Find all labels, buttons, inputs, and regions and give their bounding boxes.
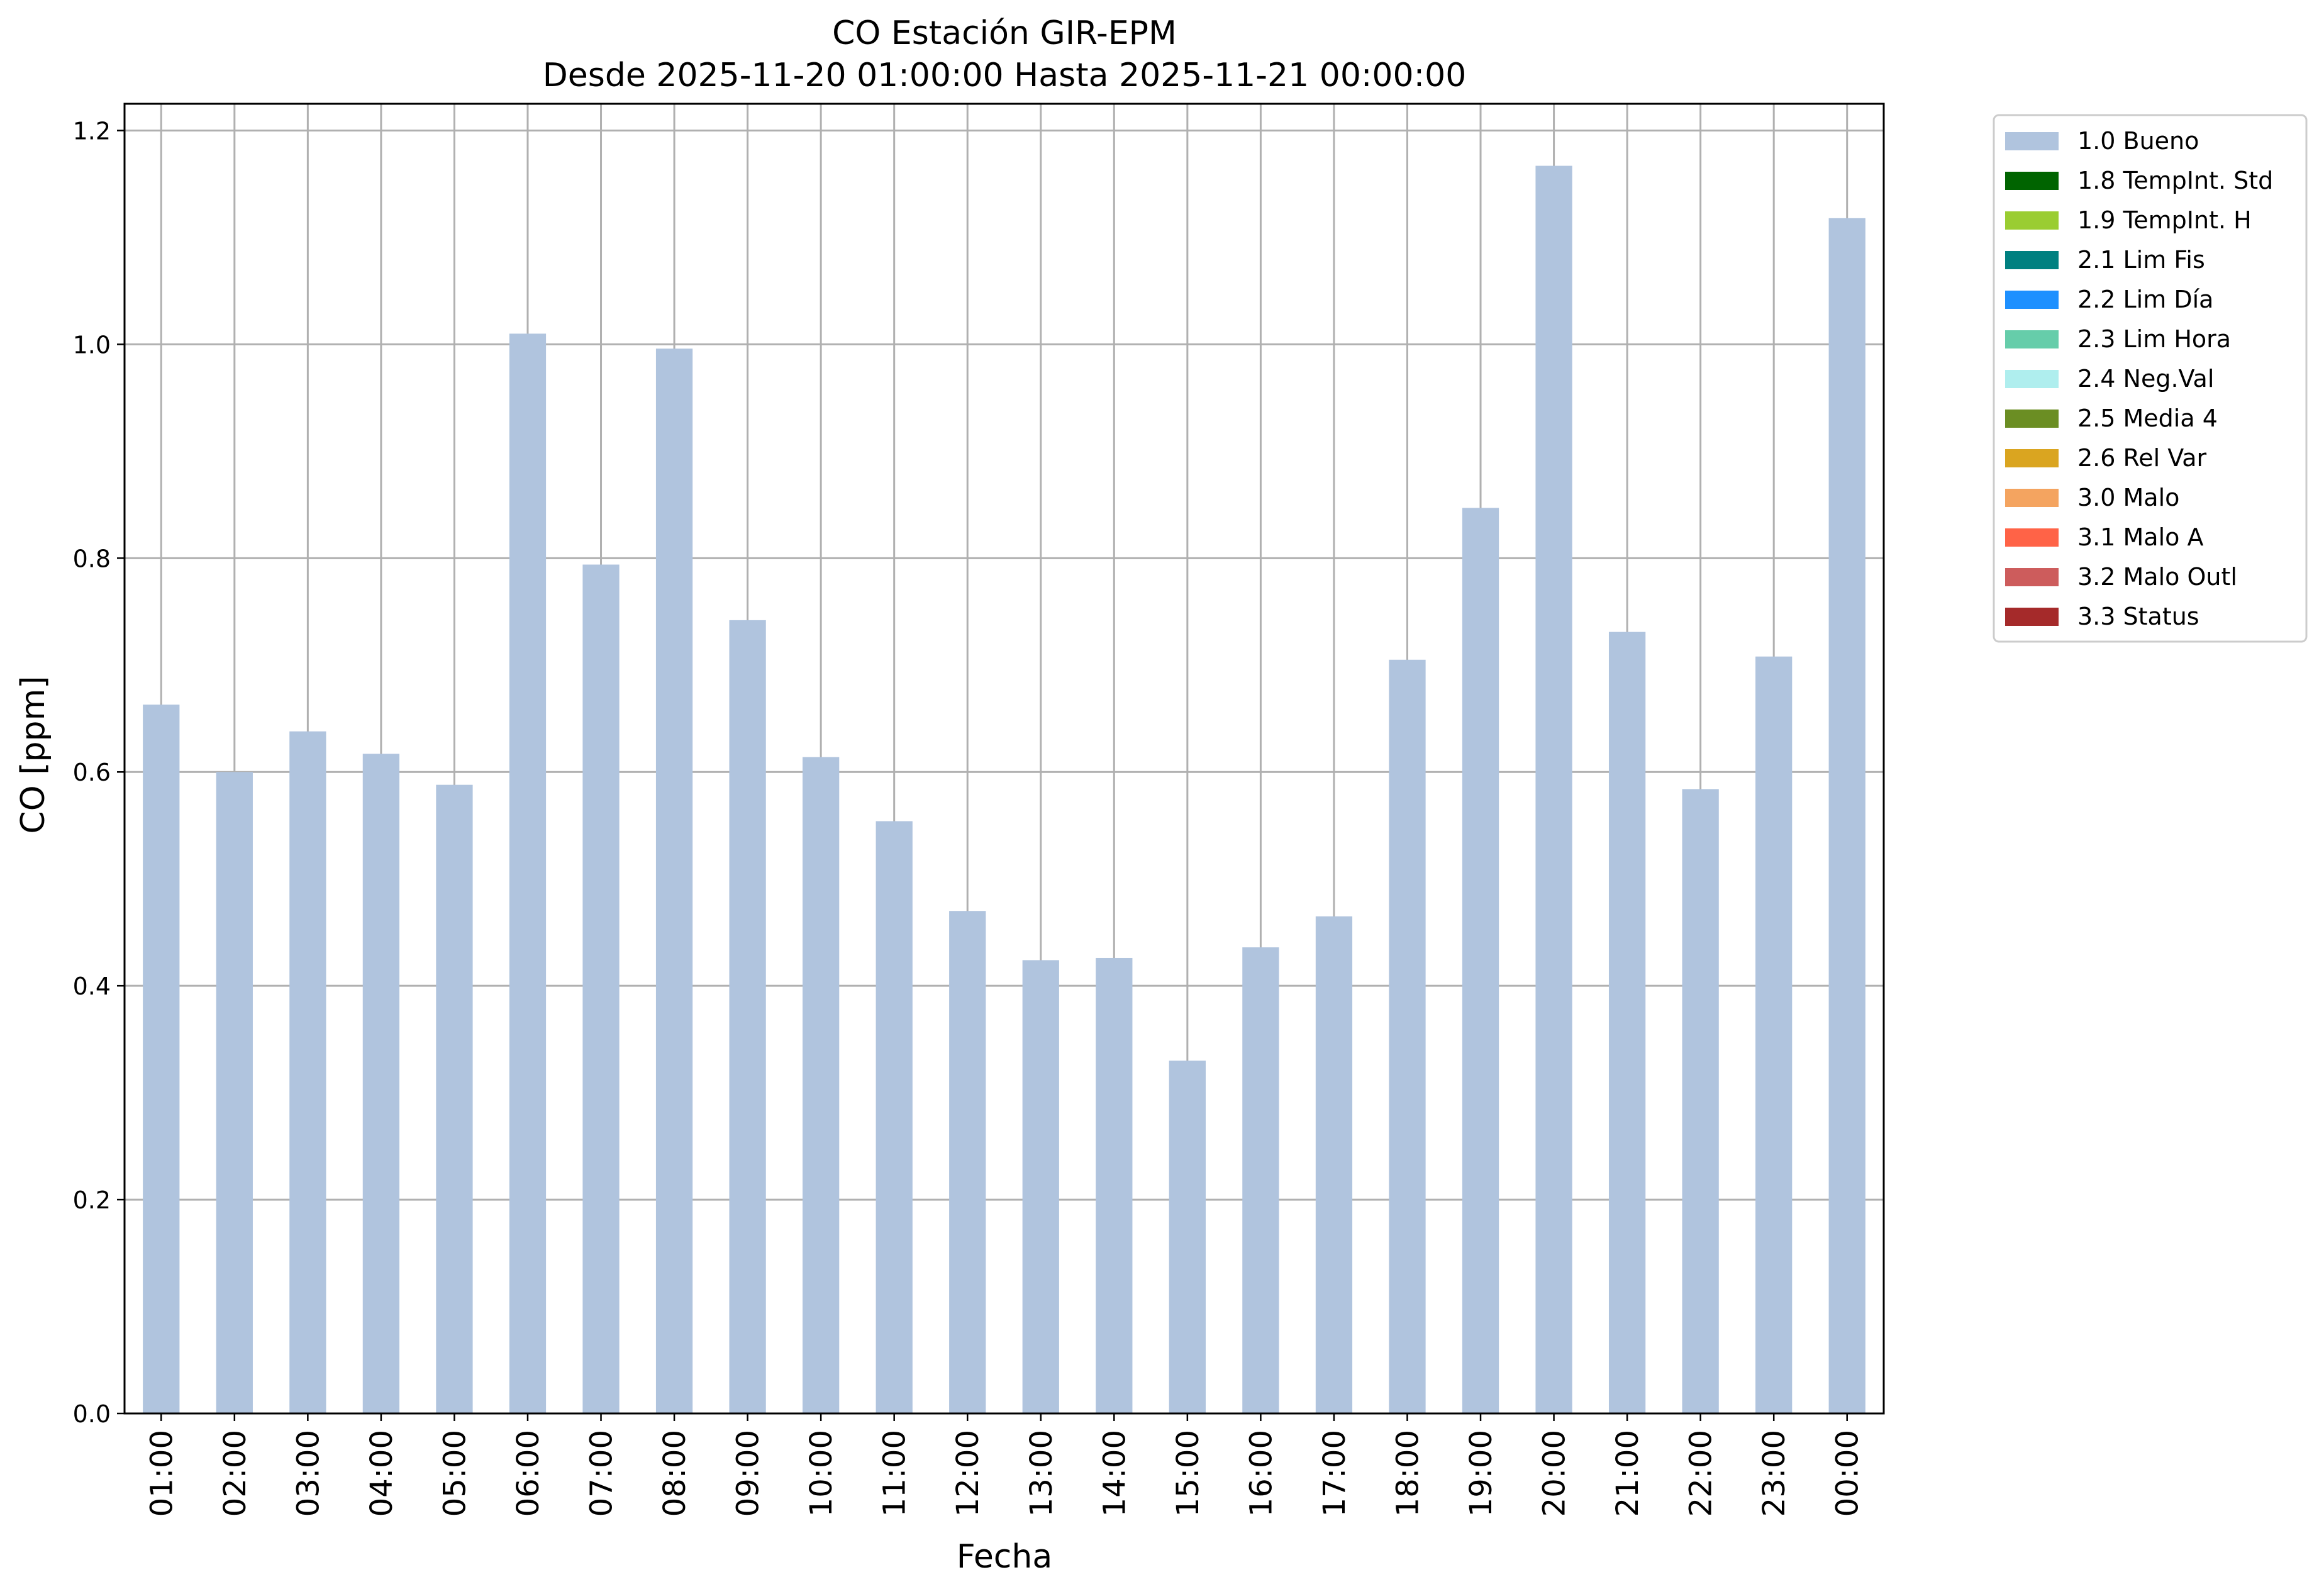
x-tick-label: 20:00 — [1537, 1430, 1572, 1517]
y-tick-label: 0.6 — [73, 759, 111, 786]
legend-label: 2.3 Lim Hora — [2077, 325, 2231, 353]
bar-1300 — [1022, 960, 1059, 1413]
legend-label: 2.2 Lim Día — [2077, 286, 2213, 313]
y-tick-label: 1.0 — [73, 331, 111, 359]
bar-0800 — [655, 348, 693, 1413]
x-tick-label: 00:00 — [1830, 1430, 1865, 1517]
bar-0200 — [216, 772, 253, 1413]
x-tick-label: 10:00 — [804, 1430, 839, 1517]
legend-label: 1.8 TempInt. Std — [2077, 167, 2273, 194]
legend-label: 2.1 Lim Fis — [2077, 246, 2205, 274]
bar-0500 — [436, 784, 473, 1413]
bar-1200 — [949, 911, 986, 1413]
x-tick-label: 14:00 — [1097, 1430, 1132, 1517]
legend-label: 2.6 Rel Var — [2077, 444, 2207, 472]
x-tick-label: 03:00 — [291, 1430, 326, 1517]
bar-1800 — [1389, 659, 1426, 1413]
bar-0300 — [289, 731, 326, 1413]
chart-subtitle: Desde 2025-11-20 01:00:00 Hasta 2025-11-… — [543, 57, 1467, 94]
bar-1500 — [1169, 1061, 1206, 1413]
bar-2000 — [1535, 165, 1572, 1414]
x-tick-label: 15:00 — [1170, 1430, 1206, 1517]
bar-0400 — [362, 754, 400, 1413]
legend-swatch — [2005, 568, 2059, 586]
legend-swatch — [2005, 608, 2059, 626]
legend-label: 3.1 Malo A — [2077, 523, 2203, 551]
y-tick-label: 1.2 — [73, 117, 111, 145]
x-tick-label: 19:00 — [1464, 1430, 1499, 1517]
x-tick-label: 07:00 — [584, 1430, 620, 1517]
bar-2200 — [1682, 789, 1719, 1413]
bar-1000 — [803, 757, 840, 1413]
bar-0000 — [1828, 218, 1865, 1413]
x-tick-label: 02:00 — [218, 1430, 253, 1517]
legend-swatch — [2005, 211, 2059, 230]
legend-label: 3.3 Status — [2077, 603, 2199, 630]
x-tick-label: 17:00 — [1317, 1430, 1352, 1517]
x-tick-label: 09:00 — [731, 1430, 766, 1517]
bar-2300 — [1755, 656, 1793, 1413]
x-tick-label: 22:00 — [1684, 1430, 1719, 1517]
legend-box — [1993, 114, 2308, 643]
x-tick-label: 04:00 — [364, 1430, 399, 1517]
x-tick-label: 05:00 — [437, 1430, 472, 1517]
bar-1100 — [876, 821, 913, 1413]
x-axis-label: Fecha — [957, 1538, 1052, 1576]
bar-1400 — [1096, 957, 1133, 1413]
bar-1900 — [1462, 508, 1499, 1413]
legend-swatch — [2005, 370, 2059, 388]
bar-0700 — [582, 564, 620, 1413]
legend-swatch — [2005, 291, 2059, 309]
legend-swatch — [2005, 330, 2059, 348]
legend-swatch — [2005, 132, 2059, 150]
x-tick-label: 18:00 — [1390, 1430, 1425, 1517]
legend-swatch — [2005, 449, 2059, 467]
legend-label: 2.4 Neg.Val — [2077, 365, 2214, 393]
bar-0600 — [509, 333, 547, 1413]
legend-swatch — [2005, 251, 2059, 269]
x-tick-label: 13:00 — [1024, 1430, 1059, 1517]
bar-0900 — [729, 620, 766, 1413]
legend-swatch — [2005, 528, 2059, 547]
bar-1700 — [1315, 916, 1353, 1413]
x-tick-label: 21:00 — [1610, 1430, 1645, 1517]
bar-1600 — [1242, 947, 1279, 1413]
x-tick-label: 23:00 — [1757, 1430, 1792, 1517]
bar-2100 — [1608, 632, 1646, 1413]
legend-swatch — [2005, 172, 2059, 190]
x-tick-label: 12:00 — [950, 1430, 986, 1517]
x-tick-label: 01:00 — [144, 1430, 179, 1517]
x-tick-label: 06:00 — [511, 1430, 546, 1517]
x-tick-label: 08:00 — [657, 1430, 692, 1517]
y-tick-label: 0.8 — [73, 545, 111, 572]
legend-label: 3.2 Malo Outl — [2077, 563, 2237, 591]
x-tick-label: 16:00 — [1243, 1430, 1279, 1517]
y-tick-label: 0.4 — [73, 973, 111, 1000]
legend-label: 1.9 TempInt. H — [2077, 206, 2252, 234]
y-tick-label: 0.2 — [73, 1186, 111, 1214]
y-tick-label: 0.0 — [73, 1400, 111, 1428]
legend-swatch — [2005, 410, 2059, 428]
legend-swatch — [2005, 489, 2059, 507]
legend-label: 1.0 Bueno — [2077, 127, 2199, 155]
plot-frame — [123, 103, 1885, 1415]
bar-0100 — [143, 705, 180, 1413]
chart-title: CO Estación GIR-EPM — [832, 14, 1177, 52]
legend-label: 2.5 Media 4 — [2077, 404, 2218, 432]
y-axis-label: CO [ppm] — [14, 676, 52, 833]
x-tick-label: 11:00 — [877, 1430, 913, 1517]
legend-label: 3.0 Malo — [2077, 484, 2179, 511]
